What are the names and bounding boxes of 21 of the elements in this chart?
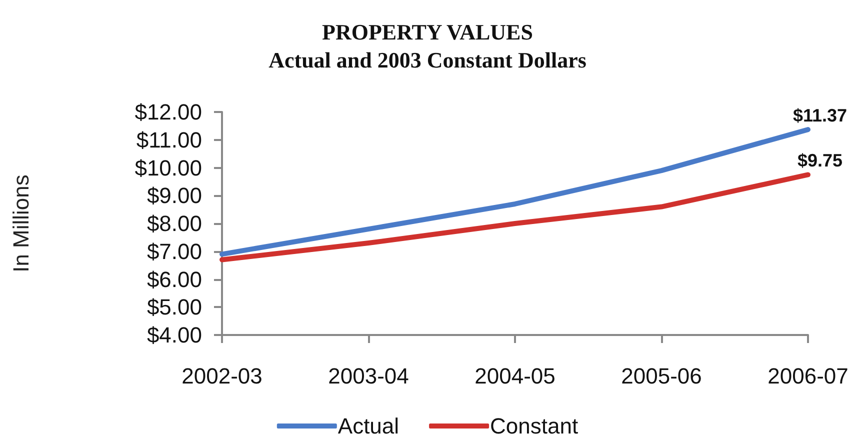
y-tick-label: $11.00	[136, 127, 202, 152]
y-tick-label: $4.00	[146, 322, 202, 348]
legend-label: Actual	[338, 414, 400, 438]
x-tick-label: 2005-06	[621, 364, 702, 388]
y-tick-label: $10.00	[134, 155, 202, 180]
y-tick-label: $6.00	[146, 266, 202, 292]
y-tick-label: $9.00	[146, 183, 202, 208]
legend-label: Constant	[490, 414, 578, 438]
y-tick-label: $5.00	[146, 294, 202, 320]
data-label: $11.37	[792, 106, 848, 126]
chart-title: PROPERTY VALUES	[322, 20, 533, 44]
x-tick-label: 2003-04	[328, 364, 409, 388]
chart-subtitle: Actual and 2003 Constant Dollars	[268, 48, 587, 72]
data-label: $9.75	[797, 150, 843, 171]
y-tick-label: $12.00	[134, 100, 202, 124]
y-tick-label: $8.00	[146, 211, 202, 236]
y-tick-label: $7.00	[146, 238, 202, 264]
x-tick-label: 2004-05	[474, 364, 556, 388]
x-tick-label: 2006-07	[768, 364, 848, 388]
y-axis-title: In Millions	[8, 174, 34, 272]
x-tick-label: 2002-03	[182, 364, 262, 388]
